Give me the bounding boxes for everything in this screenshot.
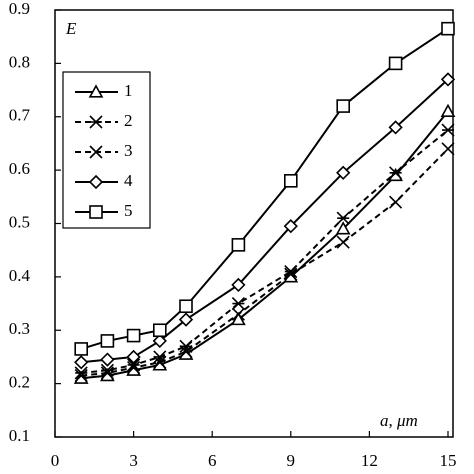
x-axis-label: a, μm	[380, 411, 418, 430]
y-tick-label: 0.7	[9, 106, 31, 125]
series-line	[81, 110, 449, 380]
data-point	[179, 345, 193, 359]
data-point	[100, 352, 115, 367]
data-point	[231, 307, 245, 321]
data-point	[389, 166, 403, 180]
y-tick-label: 0.3	[9, 319, 30, 338]
y-tick-label: 0.4	[9, 266, 31, 285]
data-point	[336, 235, 350, 249]
y-axis-label: E	[65, 19, 77, 38]
data-point	[231, 296, 245, 311]
data-point	[389, 195, 403, 209]
x-tick-label: 3	[129, 451, 138, 470]
series-line	[81, 129, 449, 374]
legend-marker	[89, 205, 103, 219]
data-point	[441, 142, 455, 156]
data-point	[178, 312, 194, 327]
legend-label: 4	[124, 171, 133, 190]
legend-marker	[89, 145, 103, 159]
data-point	[283, 219, 298, 234]
data-point	[100, 366, 114, 380]
x-tick-label: 9	[287, 451, 296, 470]
data-point	[179, 299, 193, 314]
legend-marker	[89, 115, 103, 129]
data-point	[440, 103, 456, 118]
data-point	[74, 342, 88, 356]
y-tick-label: 0.8	[9, 52, 30, 71]
series-line	[81, 148, 449, 377]
y-tick-label: 0.6	[9, 159, 30, 178]
y-tick-label: 0.9	[9, 0, 30, 18]
data-point	[152, 333, 167, 349]
legend-marker	[88, 84, 104, 98]
data-point	[100, 334, 115, 348]
x-tick-label: 0	[51, 451, 60, 470]
data-point	[388, 120, 403, 135]
y-tick-label: 0.2	[9, 373, 30, 392]
data-point	[441, 21, 455, 36]
data-point	[336, 99, 351, 113]
data-point	[441, 123, 455, 137]
legend-marker	[88, 174, 104, 190]
data-point	[153, 323, 167, 338]
data-point	[440, 72, 456, 87]
legend-box	[62, 71, 151, 229]
data-point	[231, 277, 246, 293]
data-point	[231, 311, 246, 326]
data-point	[283, 174, 298, 188]
data-point	[127, 361, 141, 375]
data-point	[284, 267, 298, 281]
data-point	[74, 366, 88, 380]
data-point	[388, 56, 403, 71]
legend-label: 1	[124, 81, 133, 100]
data-point	[335, 221, 351, 235]
legend-label: 2	[124, 111, 133, 130]
x-tick-label: 12	[361, 451, 378, 470]
legend-label: 5	[124, 201, 133, 220]
data-point	[336, 211, 350, 225]
data-point	[74, 369, 88, 383]
y-tick-label: 0.1	[9, 426, 30, 445]
data-point	[179, 339, 193, 353]
data-point	[336, 165, 351, 180]
data-point	[153, 355, 167, 369]
y-tick-label: 0.5	[9, 212, 30, 231]
data-point	[126, 328, 141, 343]
data-point	[74, 355, 89, 370]
series-line	[81, 78, 449, 364]
data-point	[127, 358, 141, 372]
x-tick-label: 6	[208, 451, 217, 470]
series-line	[80, 27, 449, 350]
x-tick-label: 15	[440, 451, 457, 470]
data-point	[231, 238, 246, 252]
legend-label: 3	[124, 141, 133, 160]
data-point	[126, 349, 141, 365]
